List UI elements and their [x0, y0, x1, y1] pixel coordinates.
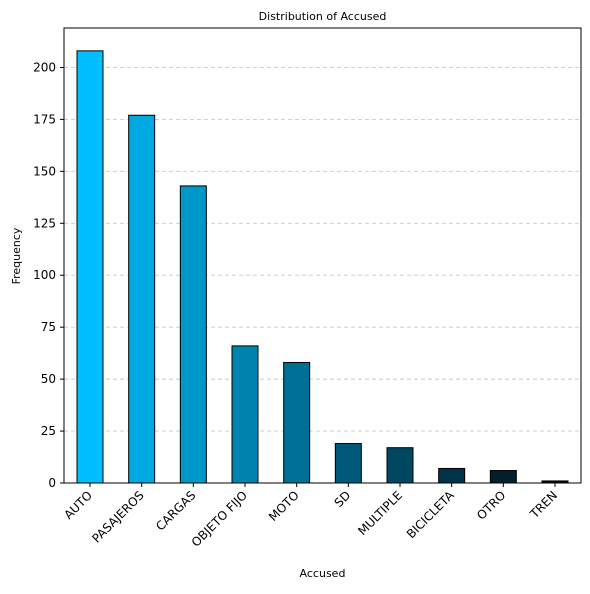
y-tick-label: 50	[41, 372, 56, 386]
x-tick-label: SD	[332, 488, 354, 510]
y-tick-label: 125	[33, 216, 56, 230]
bar-cargas	[179, 185, 207, 484]
y-tick-label: 175	[33, 112, 56, 126]
bars	[76, 50, 569, 484]
y-tick-label: 75	[41, 320, 56, 334]
x-tick-label: CARGAS	[153, 488, 198, 533]
x-tick-label: OBJETO FIJO	[189, 488, 250, 549]
y-tick-label: 25	[41, 424, 56, 438]
y-tick-label: 200	[33, 60, 56, 74]
x-tick-label: PASAJEROS	[89, 488, 146, 545]
y-tick-label: 0	[48, 476, 56, 490]
y-tick-label: 150	[33, 164, 56, 178]
x-tick-label: TREN	[527, 488, 560, 521]
x-tick-label: MOTO	[266, 488, 302, 524]
x-axis-label: Accused	[300, 567, 346, 580]
bar-multiple	[386, 447, 414, 484]
x-tick-label: BICICLETA	[404, 488, 458, 542]
x-tick-label: MULTIPLE	[355, 488, 405, 538]
bar-otro	[489, 470, 517, 484]
bar-objeto-fijo	[231, 345, 259, 484]
y-tick-label: 100	[33, 268, 56, 282]
y-axis: 0 25 50 75 100 125 150 175 200	[33, 60, 64, 490]
bar-auto	[76, 50, 104, 484]
x-tick-label: AUTO	[61, 488, 95, 522]
y-axis-label: Frequency	[10, 227, 23, 284]
plot-frame	[63, 27, 582, 484]
chart-title: Distribution of Accused	[259, 10, 387, 23]
x-tick-label: OTRO	[474, 488, 508, 522]
bar-sd	[334, 443, 362, 484]
bar-moto	[283, 361, 311, 484]
bar-bicicleta	[438, 467, 466, 484]
bar-pasajeros	[128, 114, 156, 484]
